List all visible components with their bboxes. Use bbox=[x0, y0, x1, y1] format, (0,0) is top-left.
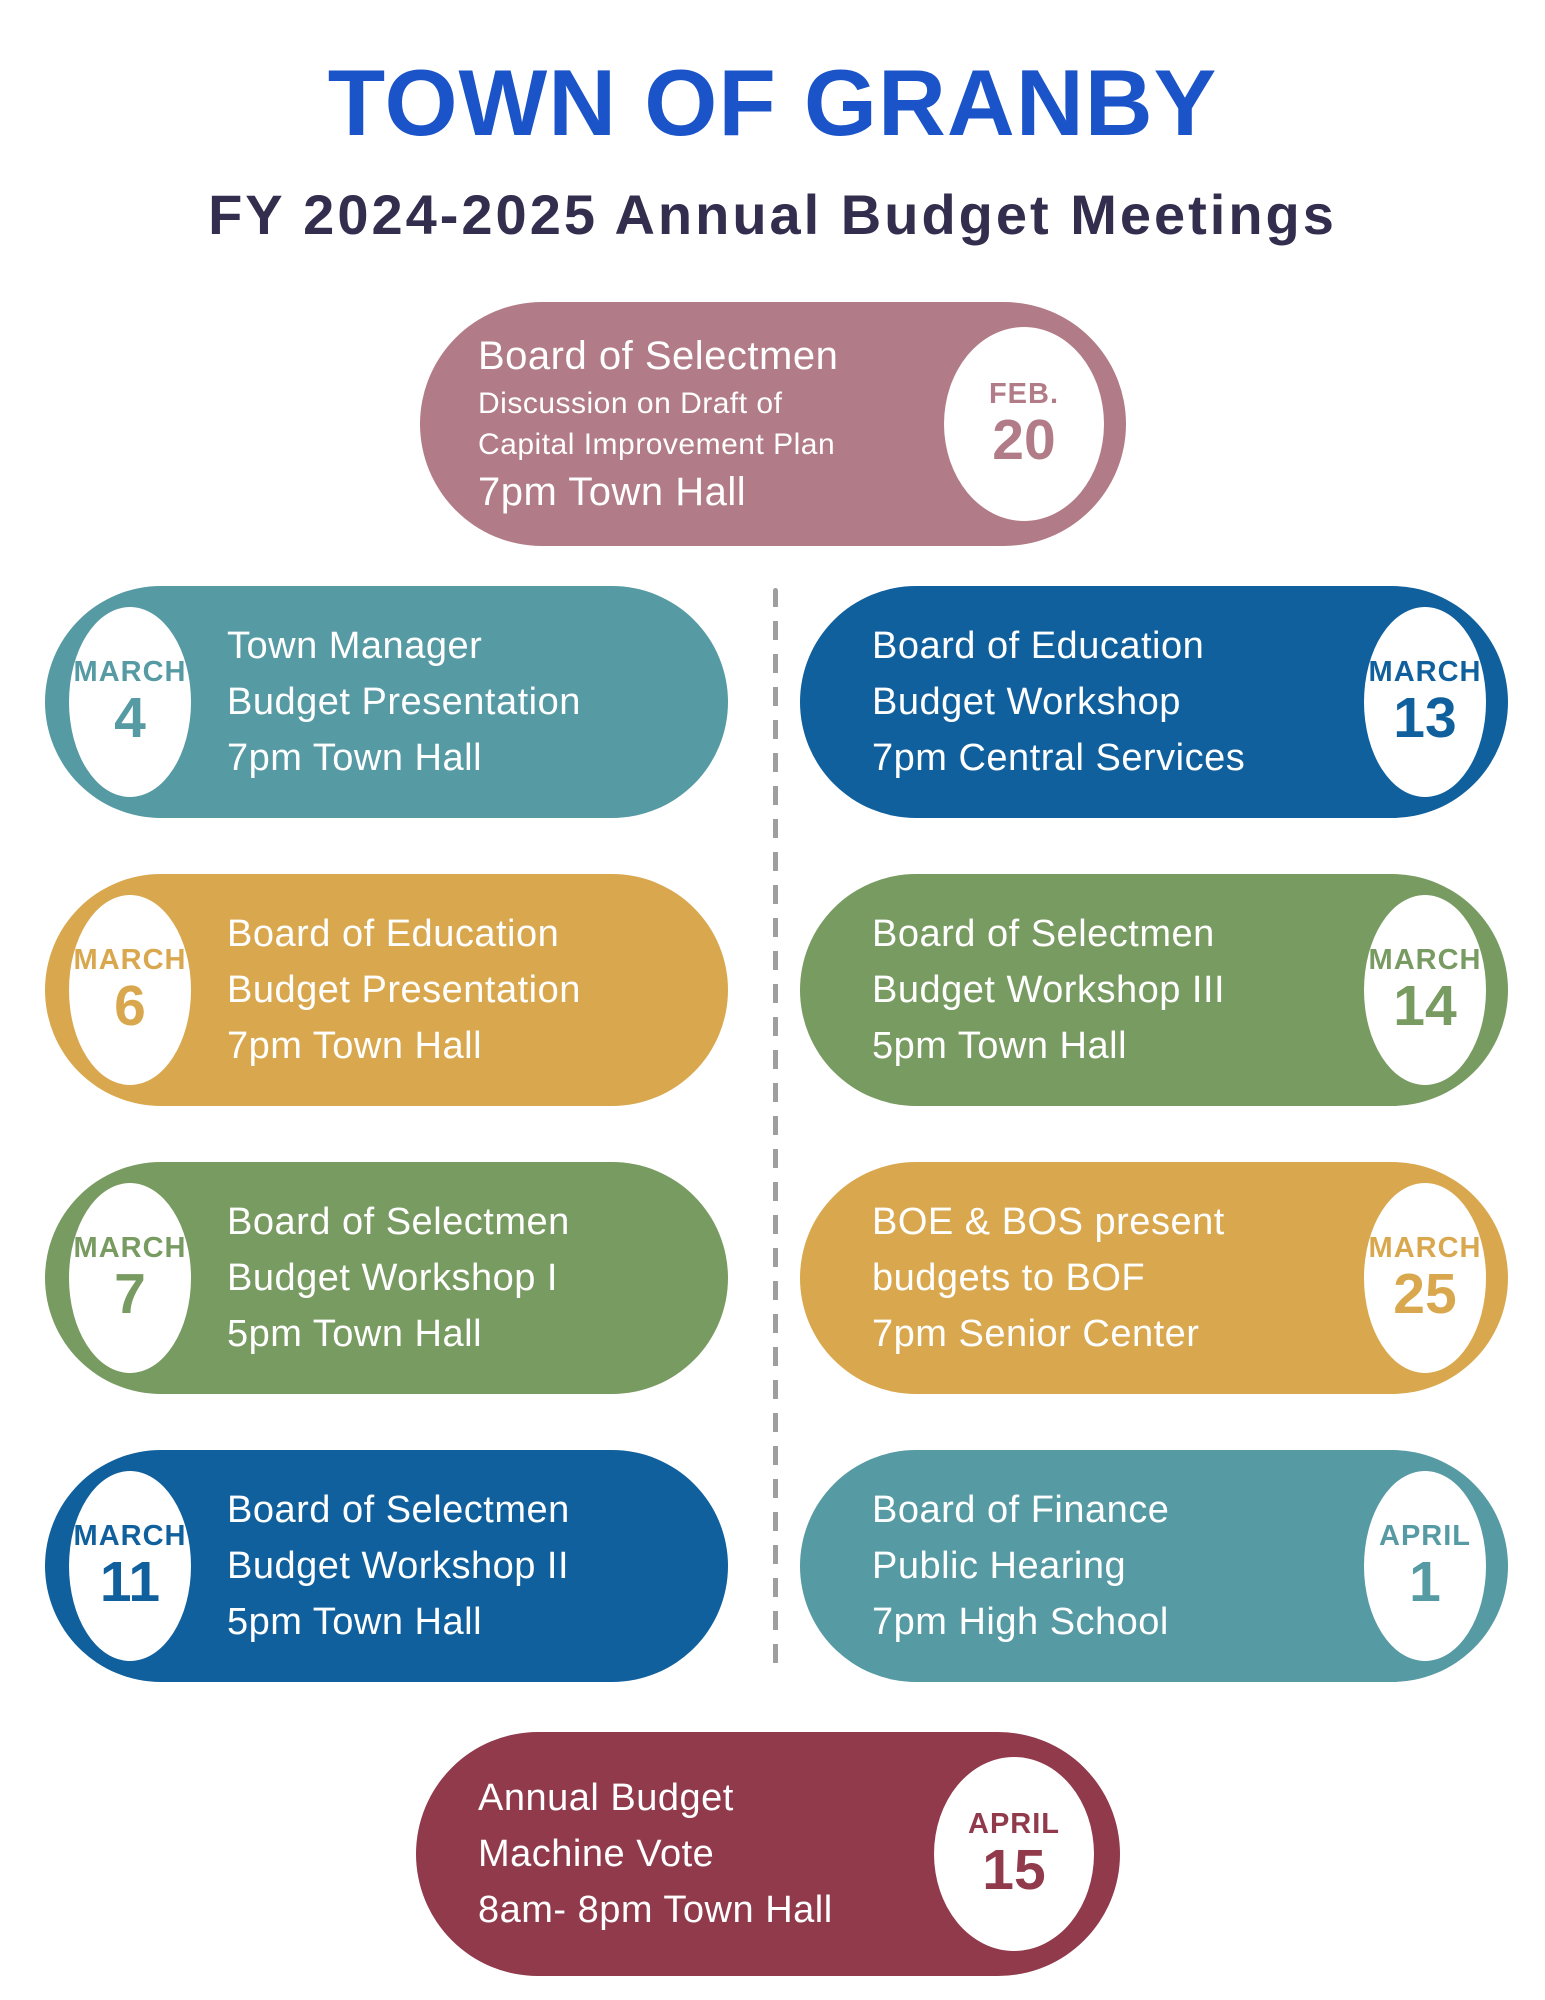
meeting-card-march-4: MARCH 4 Town Manager Budget Presentation… bbox=[45, 586, 728, 818]
date-badge: FEB. 20 bbox=[944, 327, 1104, 521]
date-month-label: MARCH bbox=[73, 1231, 187, 1264]
meeting-event: Budget Workshop bbox=[872, 681, 1181, 723]
meeting-org: Town Manager bbox=[227, 625, 483, 667]
meeting-org: Annual Budget bbox=[478, 1777, 734, 1819]
date-day-number: 14 bbox=[1393, 974, 1457, 1039]
date-day-number: 1 bbox=[1409, 1550, 1441, 1615]
meeting-org: BOE & BOS present bbox=[872, 1201, 1225, 1243]
meeting-org: Board of Selectmen bbox=[227, 1201, 570, 1243]
meeting-text: Board of Selectmen Discussion on Draft o… bbox=[420, 329, 944, 519]
meeting-time-location: 7pm High School bbox=[872, 1601, 1169, 1643]
meeting-card-march-7: MARCH 7 Board of Selectmen Budget Worksh… bbox=[45, 1162, 728, 1394]
meeting-text: BOE & BOS present budgets to BOF 7pm Sen… bbox=[800, 1194, 1364, 1362]
date-badge: MARCH 6 bbox=[69, 895, 191, 1085]
meeting-detail-line-2: Capital Improvement Plan bbox=[478, 428, 836, 461]
meeting-event: Budget Workshop I bbox=[227, 1257, 558, 1299]
date-day-number: 25 bbox=[1393, 1262, 1457, 1327]
column-divider-dashed-line bbox=[773, 588, 778, 1666]
date-day-number: 6 bbox=[114, 974, 146, 1039]
meeting-org: Board of Finance bbox=[872, 1489, 1170, 1531]
meeting-card-march-14: Board of Selectmen Budget Workshop III 5… bbox=[800, 874, 1508, 1106]
meeting-org: Board of Selectmen bbox=[227, 1489, 570, 1531]
meeting-text: Board of Selectmen Budget Workshop III 5… bbox=[800, 906, 1364, 1074]
date-month-label: MARCH bbox=[73, 655, 187, 688]
date-badge: MARCH 11 bbox=[69, 1471, 191, 1661]
meeting-time-location: 7pm Central Services bbox=[872, 737, 1246, 779]
date-day-number: 11 bbox=[99, 1550, 161, 1615]
date-badge: MARCH 4 bbox=[69, 607, 191, 797]
meeting-time-location: 7pm Senior Center bbox=[872, 1313, 1200, 1355]
meeting-time-location: 8am- 8pm Town Hall bbox=[478, 1889, 833, 1931]
meeting-card-april-15: Annual Budget Machine Vote 8am- 8pm Town… bbox=[416, 1732, 1120, 1976]
date-month-label: MARCH bbox=[1368, 943, 1482, 976]
meeting-time-location: 7pm Town Hall bbox=[478, 470, 747, 514]
meeting-card-march-6: MARCH 6 Board of Education Budget Presen… bbox=[45, 874, 728, 1106]
meeting-card-march-11: MARCH 11 Board of Selectmen Budget Works… bbox=[45, 1450, 728, 1682]
date-day-number: 13 bbox=[1393, 686, 1457, 751]
page-subtitle: FY 2024-2025 Annual Budget Meetings bbox=[208, 183, 1337, 246]
meeting-detail-line-1: Discussion on Draft of bbox=[478, 387, 783, 420]
date-badge: MARCH 25 bbox=[1364, 1183, 1486, 1373]
meeting-time-location: 7pm Town Hall bbox=[227, 1025, 483, 1067]
meeting-card-march-25: BOE & BOS present budgets to BOF 7pm Sen… bbox=[800, 1162, 1508, 1394]
meeting-text: Board of Education Budget Presentation 7… bbox=[227, 906, 581, 1074]
date-day-number: 4 bbox=[114, 686, 146, 751]
meeting-text: Annual Budget Machine Vote 8am- 8pm Town… bbox=[416, 1770, 934, 1938]
date-badge: MARCH 13 bbox=[1364, 607, 1486, 797]
date-month-label: MARCH bbox=[73, 943, 187, 976]
meeting-org: Board of Selectmen bbox=[478, 334, 839, 378]
date-month-label: APRIL bbox=[968, 1807, 1060, 1840]
meeting-text: Board of Selectmen Budget Workshop II 5p… bbox=[227, 1482, 570, 1650]
meeting-event: Budget Workshop III bbox=[872, 969, 1226, 1011]
meeting-event: Budget Presentation bbox=[227, 681, 581, 723]
date-month-label: MARCH bbox=[73, 1519, 187, 1552]
meeting-time-location: 5pm Town Hall bbox=[227, 1601, 483, 1643]
page-title: TOWN OF GRANBY bbox=[327, 50, 1218, 155]
date-day-number: 7 bbox=[114, 1262, 146, 1327]
meeting-time-location: 5pm Town Hall bbox=[872, 1025, 1128, 1067]
meeting-text: Board of Selectmen Budget Workshop I 5pm… bbox=[227, 1194, 570, 1362]
date-badge: APRIL 15 bbox=[934, 1757, 1094, 1951]
meeting-event: Machine Vote bbox=[478, 1833, 715, 1875]
meeting-org: Board of Selectmen bbox=[872, 913, 1215, 955]
date-day-number: 15 bbox=[982, 1838, 1046, 1903]
meeting-text: Town Manager Budget Presentation 7pm Tow… bbox=[227, 618, 581, 786]
meeting-org: Board of Education bbox=[872, 625, 1205, 667]
meeting-event: budgets to BOF bbox=[872, 1257, 1146, 1299]
meeting-time-location: 7pm Town Hall bbox=[227, 737, 483, 779]
date-badge: APRIL 1 bbox=[1364, 1471, 1486, 1661]
date-month-label: APRIL bbox=[1379, 1519, 1471, 1552]
meeting-event: Budget Workshop II bbox=[227, 1545, 570, 1587]
date-month-label: MARCH bbox=[1368, 1231, 1482, 1264]
date-month-label: MARCH bbox=[1368, 655, 1482, 688]
meeting-text: Board of Finance Public Hearing 7pm High… bbox=[800, 1482, 1364, 1650]
date-badge: MARCH 7 bbox=[69, 1183, 191, 1373]
date-badge: MARCH 14 bbox=[1364, 895, 1486, 1085]
date-day-number: 20 bbox=[992, 408, 1056, 473]
meeting-event: Public Hearing bbox=[872, 1545, 1127, 1587]
meeting-card-april-1: Board of Finance Public Hearing 7pm High… bbox=[800, 1450, 1508, 1682]
meeting-card-feb-20: Board of Selectmen Discussion on Draft o… bbox=[420, 302, 1126, 546]
date-month-label: FEB. bbox=[988, 377, 1060, 410]
meeting-org: Board of Education bbox=[227, 913, 560, 955]
meeting-time-location: 5pm Town Hall bbox=[227, 1313, 483, 1355]
meeting-event: Budget Presentation bbox=[227, 969, 581, 1011]
meeting-card-march-13: Board of Education Budget Workshop 7pm C… bbox=[800, 586, 1508, 818]
meeting-text: Board of Education Budget Workshop 7pm C… bbox=[800, 618, 1364, 786]
